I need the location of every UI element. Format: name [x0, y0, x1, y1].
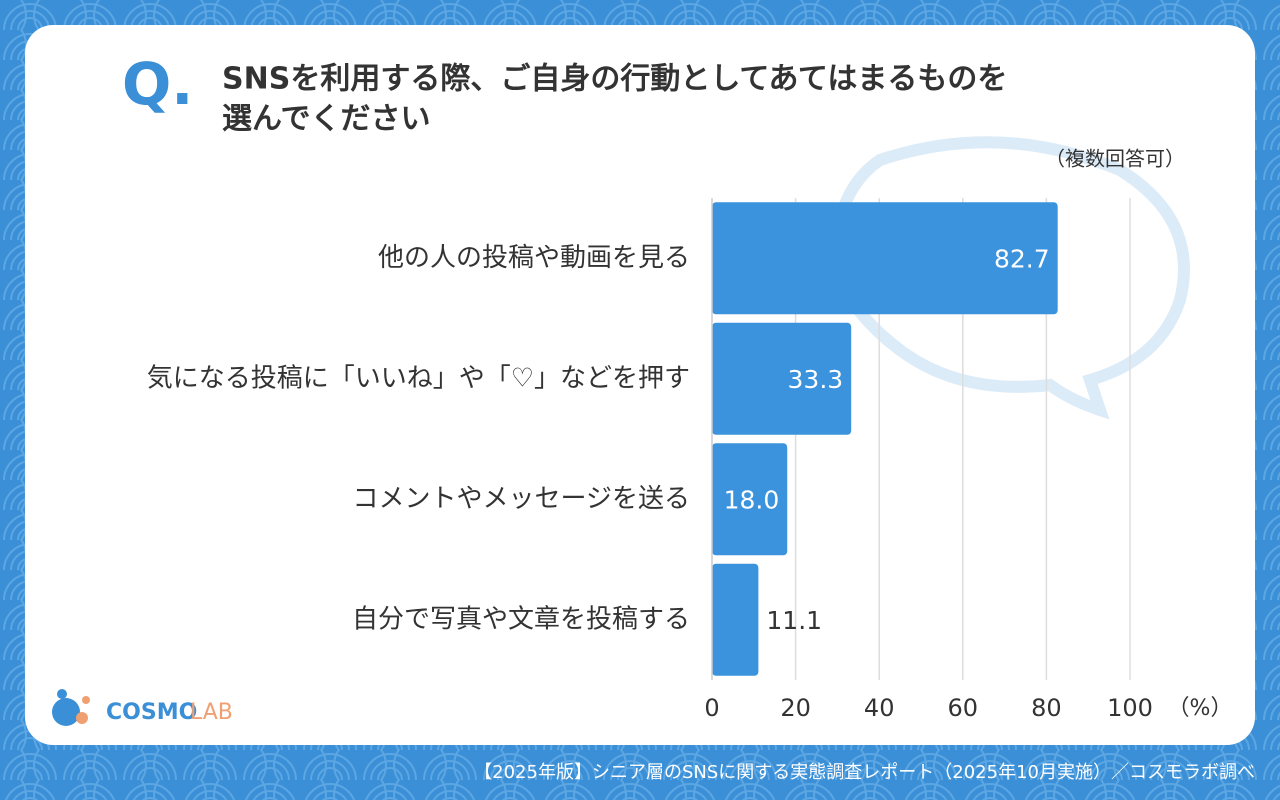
logo: COSMO LAB — [52, 689, 233, 726]
bar — [712, 443, 788, 556]
bar — [712, 322, 852, 435]
y-tick-label: 気になる投稿に「いいね」や「♡」などを押す — [147, 363, 690, 393]
logo-text: LAB — [190, 700, 233, 725]
question-mark: Q. — [122, 50, 193, 118]
source: 【2025年版】シニア層のSNSに関する実態調査レポート（2025年10月実施）… — [474, 762, 1255, 783]
chart-title: SNSを利用する際、ご自身の行動としてあてはまるものを — [222, 62, 1007, 97]
x-tick-label: 60 — [948, 694, 979, 722]
logo-text: COSMO — [106, 700, 197, 725]
data-label: 82.7 — [994, 244, 1050, 273]
x-tick-label: 100 — [1107, 694, 1153, 722]
plot: 0 20 40 60 80 100 （%） 他の人の投稿や動画を見る 82.7 気になる投稿に「い… — [147, 198, 1233, 722]
data-label: 33.3 — [788, 365, 844, 394]
x-tick-label: 0 — [704, 694, 719, 722]
y-tick-label: 自分で写真や文章を投稿する — [352, 604, 690, 634]
x-tick-label: 80 — [1031, 694, 1062, 722]
bar — [712, 202, 1058, 315]
note: （複数回答可） — [1045, 147, 1185, 171]
chart-title: 選んでください — [222, 102, 431, 137]
data-label: 11.1 — [766, 606, 822, 635]
data-label: 18.0 — [724, 485, 780, 514]
y-tick-label: 他の人の投稿や動画を見る — [378, 243, 690, 273]
x-tick-label: 20 — [780, 694, 811, 722]
y-tick-label: コメントやメッセージを送る — [353, 484, 690, 514]
x-tick-label: 40 — [864, 694, 895, 722]
bar — [712, 563, 759, 676]
x-unit: （%） — [1168, 696, 1233, 721]
